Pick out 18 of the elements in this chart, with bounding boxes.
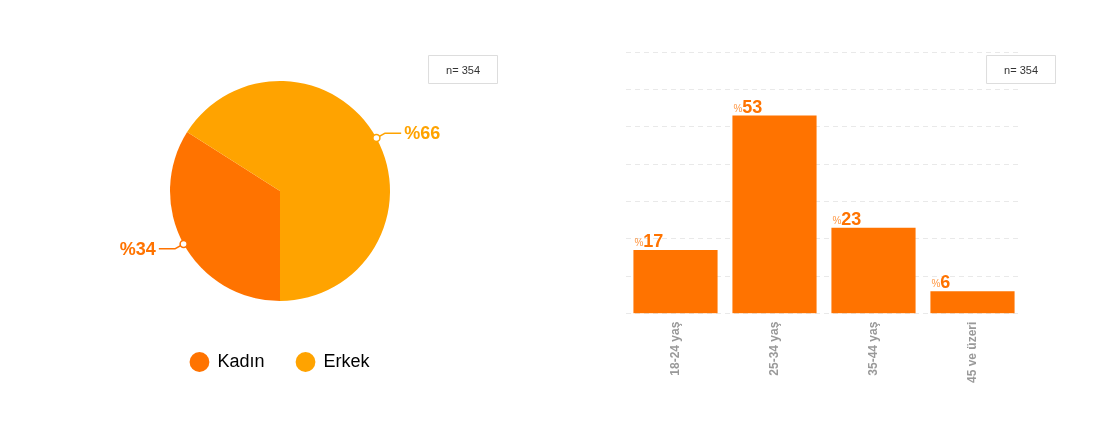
data-label: %53 — [733, 96, 763, 117]
data-label: %6 — [931, 272, 951, 293]
bar — [732, 115, 817, 314]
x-tick-label: 18-24 yaş — [667, 321, 682, 376]
legend-label: Kadın — [217, 350, 265, 371]
annotation: n= 354 — [1004, 63, 1038, 76]
data-label: %23 — [832, 208, 862, 229]
text: n= 354 — [446, 63, 480, 76]
bar — [831, 227, 916, 314]
bar — [930, 291, 1015, 314]
data-label: %17 — [634, 231, 664, 252]
legend-label: Erkek — [323, 350, 371, 371]
x-tick-label: 35-44 yaş — [865, 321, 880, 376]
x-tick-label: 25-34 yaş — [766, 321, 781, 376]
data-label: %34 — [119, 238, 156, 259]
bar — [633, 250, 718, 314]
x-tick-label: 45 ve üzeri — [964, 321, 979, 383]
data-label: %66 — [404, 123, 441, 144]
